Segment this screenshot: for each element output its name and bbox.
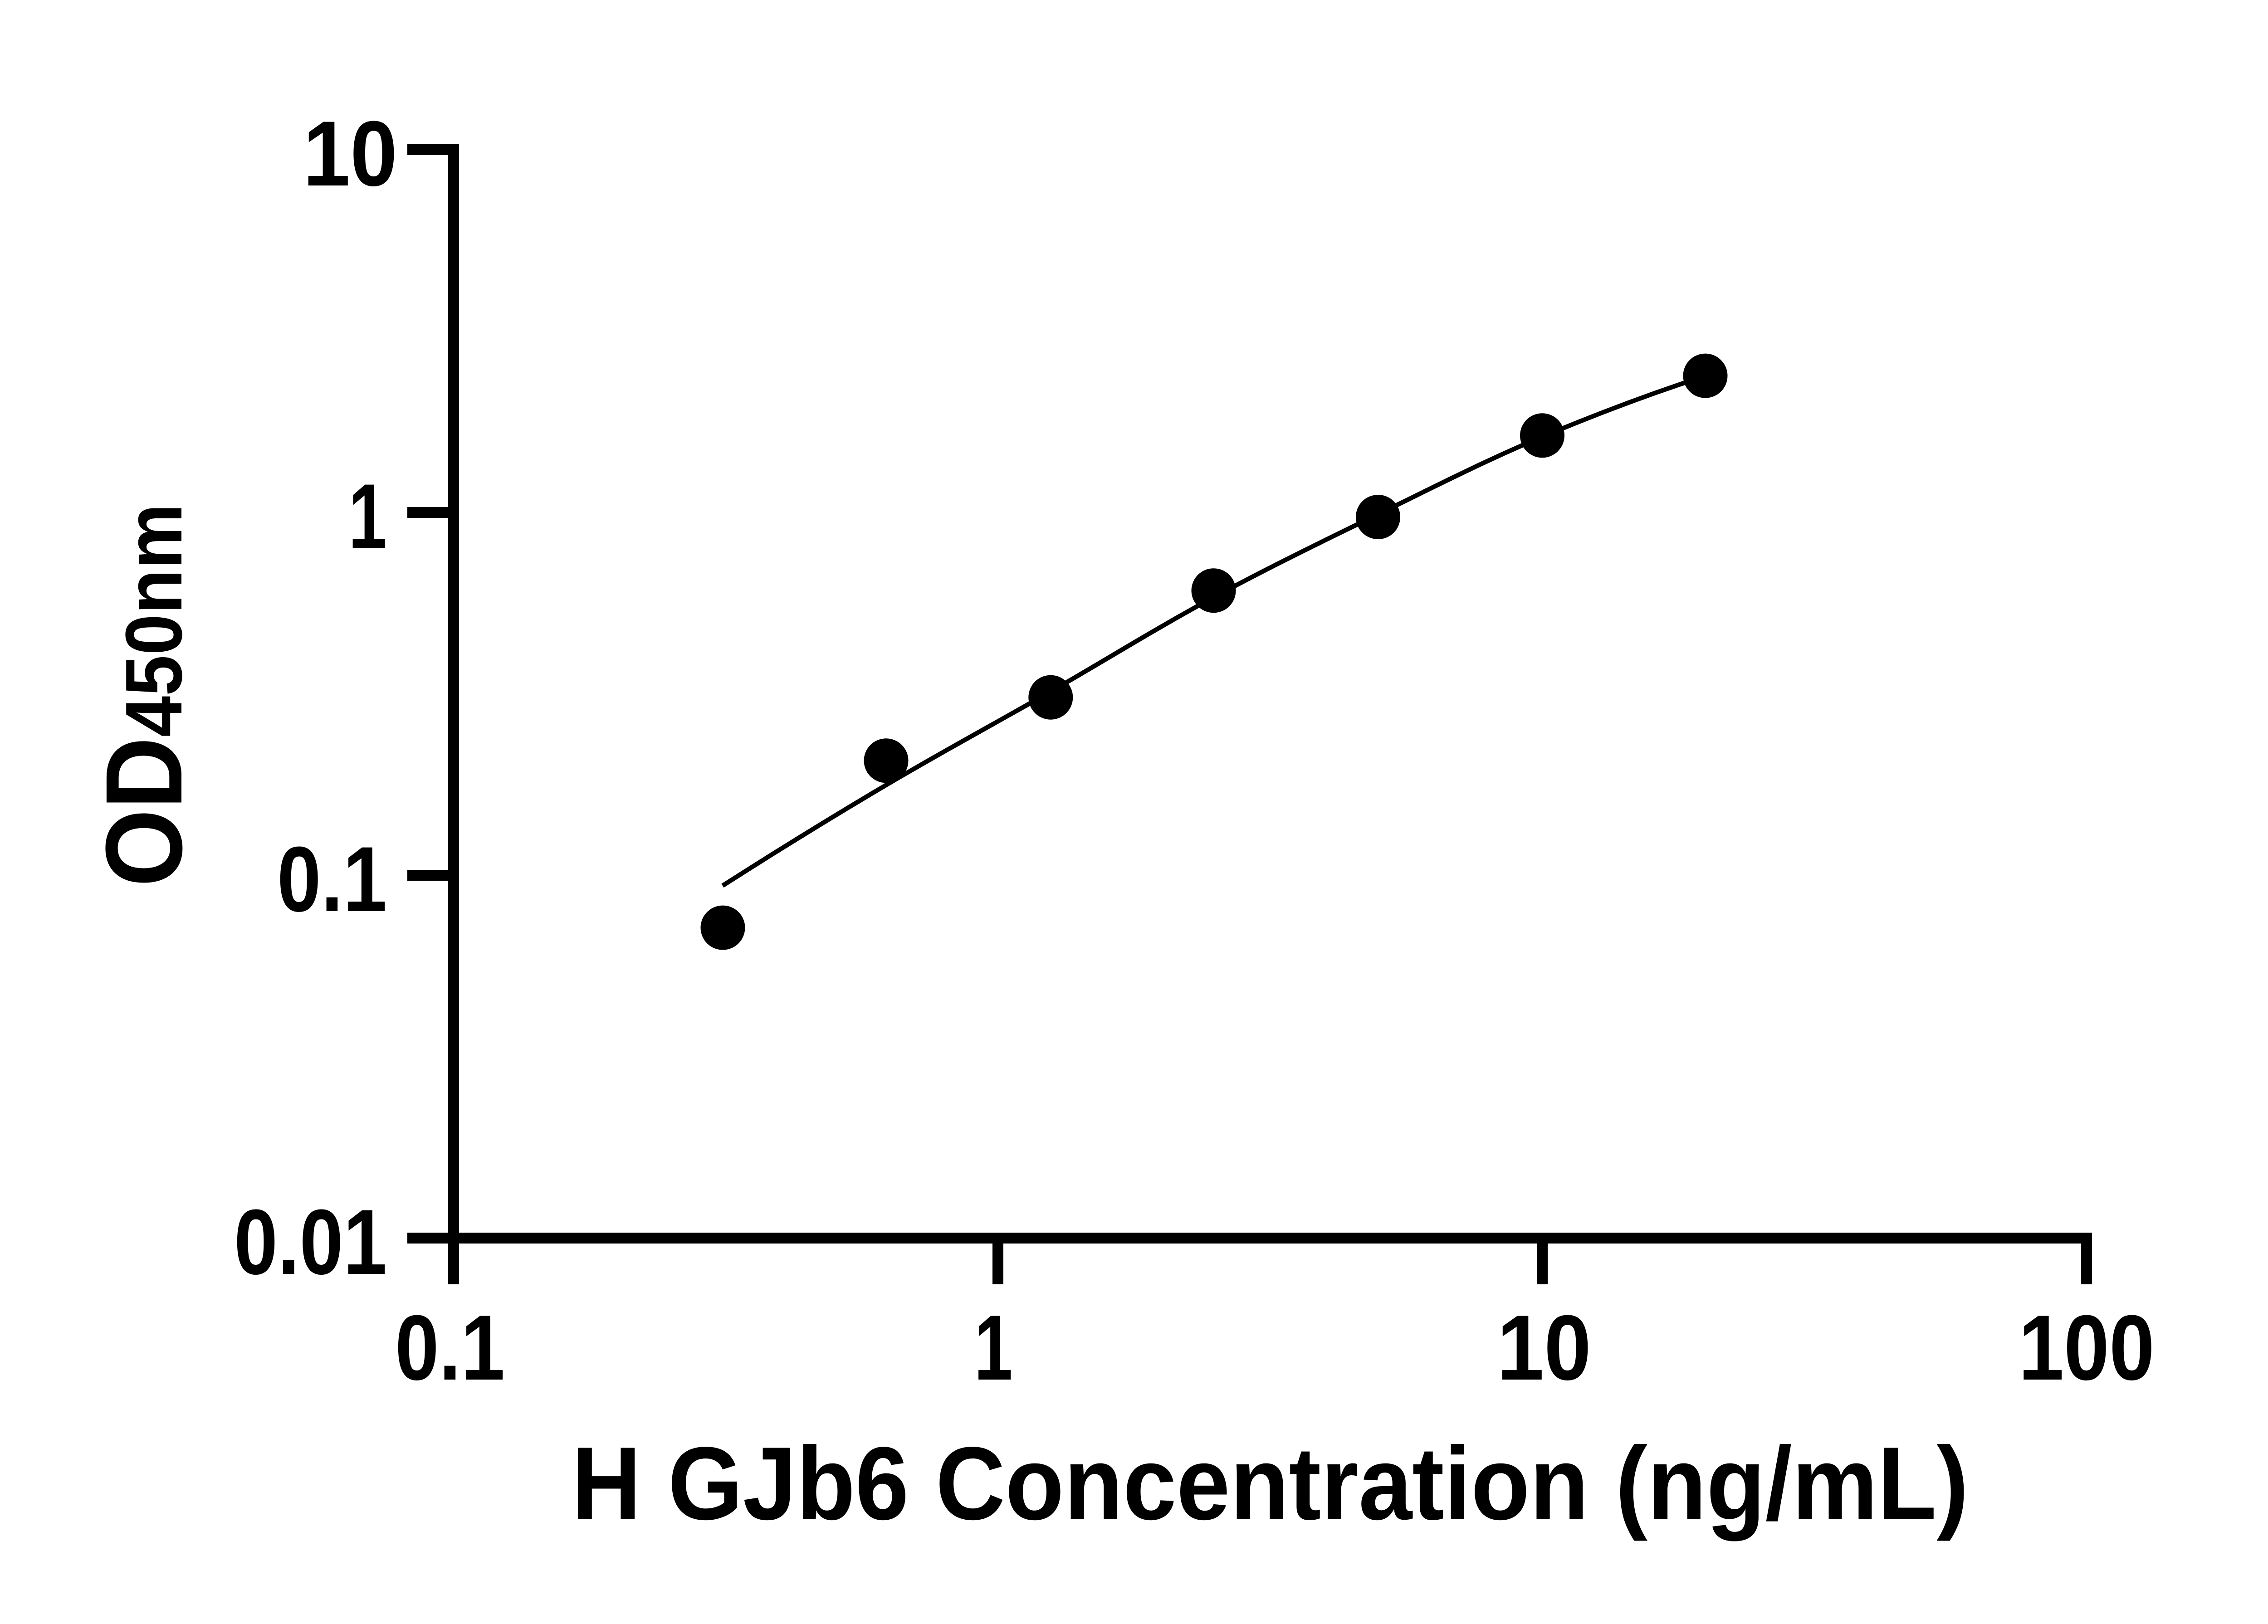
svg-text:1: 1 — [974, 1296, 1013, 1400]
svg-text:0.1: 0.1 — [395, 1296, 505, 1400]
svg-text:0.01: 0.01 — [234, 1190, 387, 1294]
svg-text:10: 10 — [303, 102, 397, 205]
svg-text:10: 10 — [1497, 1296, 1591, 1400]
svg-text:OD450nm: OD450nm — [83, 504, 205, 887]
svg-text:100: 100 — [2019, 1296, 2155, 1400]
svg-text:H GJb6 Concentration (ng/mL): H GJb6 Concentration (ng/mL) — [572, 1425, 1969, 1541]
svg-text:1: 1 — [348, 465, 387, 568]
svg-text:0.1: 0.1 — [277, 828, 387, 931]
